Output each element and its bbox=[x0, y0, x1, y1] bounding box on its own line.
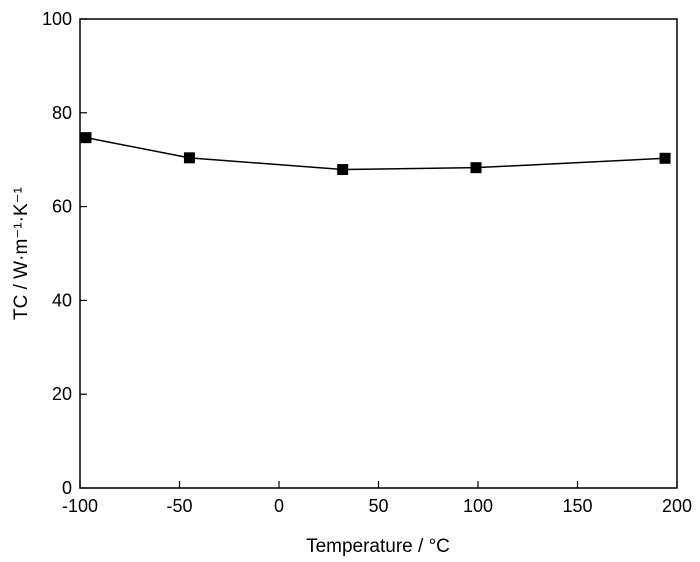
x-axis-title: Temperature / °C bbox=[306, 536, 450, 557]
x-axis-ticks: -100 -50 0 50 100 150 200 bbox=[62, 481, 692, 516]
y-tick-label: 80 bbox=[52, 103, 72, 123]
series-group bbox=[80, 132, 671, 176]
y-axis-ticks: 0 20 40 60 80 100 bbox=[42, 9, 87, 498]
y-axis-title: TC / W·m⁻¹·K⁻¹ bbox=[11, 187, 32, 320]
y-tick-label: 40 bbox=[52, 290, 72, 310]
y-tick-label: 0 bbox=[62, 478, 72, 498]
y-tick-label: 100 bbox=[42, 9, 72, 29]
x-tick-label: 0 bbox=[274, 496, 284, 516]
x-tick-label: 150 bbox=[562, 496, 592, 516]
plot-area bbox=[79, 18, 678, 489]
x-tick-label: -50 bbox=[166, 496, 192, 516]
data-point bbox=[183, 152, 195, 164]
data-point bbox=[470, 162, 482, 174]
x-tick-label: -100 bbox=[62, 496, 98, 516]
series-line bbox=[85, 136, 666, 171]
y-tick-label: 60 bbox=[52, 197, 72, 217]
data-point bbox=[80, 132, 92, 144]
x-tick-label: 100 bbox=[463, 496, 493, 516]
data-point bbox=[337, 164, 349, 176]
data-point bbox=[659, 152, 671, 164]
x-tick-label: 200 bbox=[662, 496, 692, 516]
x-tick-label: 50 bbox=[368, 496, 388, 516]
y-tick-label: 20 bbox=[52, 384, 72, 404]
